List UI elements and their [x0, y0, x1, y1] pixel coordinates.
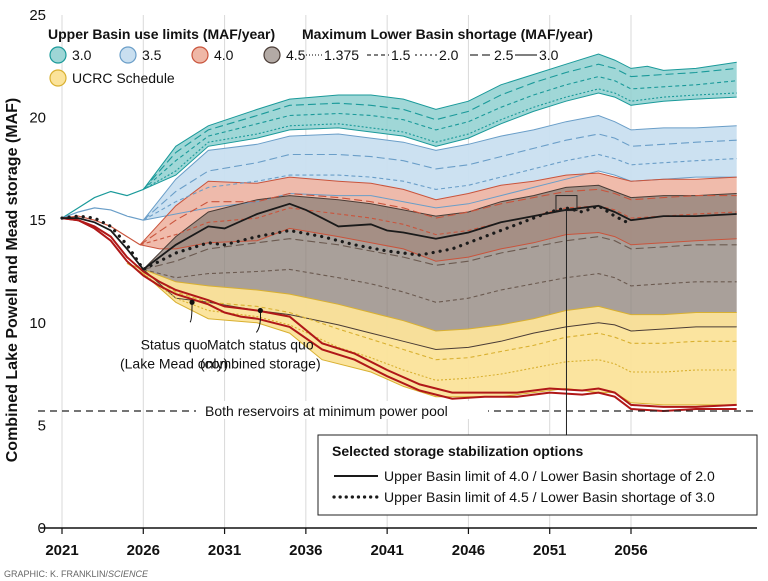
y-tick-label-5: 5 [38, 417, 46, 434]
shortage-dashed-lines [139, 63, 737, 381]
y-tick-label-25: 25 [29, 7, 46, 24]
status-quo-lines [61, 217, 737, 413]
credit-outlet: SCIENCE [108, 569, 149, 579]
band-lower-edge [143, 92, 737, 190]
dashed-line-9 [143, 271, 737, 361]
dashed-line-1 [142, 76, 737, 190]
x-tick-label-2041: 2041 [370, 542, 403, 559]
y-tick-label-15: 15 [29, 212, 46, 229]
x-tick-label-2031: 2031 [208, 542, 241, 559]
band-3-0 [143, 54, 737, 190]
y-tick-label-0: 0 [38, 520, 46, 537]
credit: GRAPHIC: K. FRANKLIN/SCIENCE [4, 569, 149, 579]
legend-lb-title: Maximum Lower Basin shortage (MAF/year) [302, 26, 593, 42]
dashed-line-7 [143, 268, 737, 303]
legend-lb-label-2: 2.0 [439, 47, 459, 63]
early-line-1 [61, 207, 144, 221]
legend-ub-swatch-4.5 [263, 46, 281, 64]
dashed-line-10 [142, 273, 737, 381]
y-tick-label-10: 10 [29, 315, 46, 332]
band-upper-edge [139, 172, 737, 246]
band-lower-edge [139, 227, 737, 262]
legend-ucrc-label: UCRC Schedule [72, 70, 175, 86]
status-quo-label-line2: (Lake Mead only) [120, 355, 228, 371]
legend-ub-label-4.5: 4.5 [286, 47, 306, 63]
legend-ub-swatch-3.5 [119, 46, 137, 64]
band-upper-edge [126, 262, 737, 332]
dashed-line-6 [139, 188, 737, 246]
annotations: Status quo (Lake Mead only) Match status q… [120, 195, 578, 435]
legend-lb-label-4: 3.0 [539, 47, 559, 63]
band-upper-edge [142, 114, 737, 221]
axes: 2021 2026 2031 2036 2041 2046 2051 2056 0 5 10 15 20… [29, 7, 757, 559]
x-tick-label-2026: 2026 [127, 542, 160, 559]
legend-lb-label-3: 2.5 [494, 47, 514, 63]
band-lower-edge [126, 262, 737, 406]
legend-lb-label-0: 1.375 [324, 47, 359, 63]
legend-lower-basin: Maximum Lower Basin shortage (MAF/year) … [300, 26, 593, 63]
dashed-line-0 [143, 88, 737, 190]
min-power-pool-label: Both reservoirs at minimum power pool [205, 403, 448, 419]
dashed-line-8 [143, 236, 737, 270]
match-status-quo-leader [255, 310, 261, 333]
dashed-line-5 [139, 205, 737, 246]
selected-option-lines: Both reservoirs at minimum power pool [38, 202, 757, 420]
min-power-pool-label-bg [196, 401, 488, 420]
selected-dotted-label: Upper Basin limit of 4.5 / Lower Basin s… [384, 489, 715, 505]
x-tick-label-2046: 2046 [452, 542, 485, 559]
x-tick-label-2021: 2021 [45, 542, 78, 559]
dashed-line-3 [143, 153, 737, 221]
legend-ub-label-3.0: 3.0 [72, 47, 92, 63]
early-trajectory-lines [61, 188, 144, 246]
legend-lb-label-1: 1.5 [391, 47, 411, 63]
x-tick-label-2056: 2056 [614, 542, 647, 559]
early-line-0 [61, 188, 144, 219]
selected-dotted-line [60, 204, 633, 272]
band-upper-edge [142, 184, 737, 270]
status-quo-line [61, 217, 737, 413]
selected-options-box: Selected storage stabilization options U… [317, 434, 758, 516]
band-upper-edge [142, 53, 737, 190]
credit-prefix: GRAPHIC: K. FRANKLIN/ [4, 569, 109, 579]
legend-ub-label-3.5: 3.5 [142, 47, 162, 63]
legend-ucrc-swatch [49, 69, 67, 87]
match-label-line1: Match status quo [207, 336, 314, 352]
selected-solid-label: Upper Basin limit of 4.0 / Lower Basin s… [384, 468, 715, 484]
band-ucrc-schedule [127, 263, 737, 405]
legend-ub-swatch-3.0 [49, 46, 67, 64]
y-tick-label-20: 20 [29, 110, 46, 127]
selected-box-frame [317, 434, 758, 516]
selected-box-title: Selected storage stabilization options [332, 443, 583, 459]
status-quo-label-line1: Status quo [141, 336, 208, 352]
y-axis-label: Combined Lake Powell and Mead storage (M… [4, 98, 21, 463]
legend-ub-label-4.0: 4.0 [214, 47, 234, 63]
status-quo-leader [189, 302, 193, 323]
dashed-line-2 [142, 63, 737, 190]
match-status-quo-line [61, 217, 737, 408]
x-tick-label-2036: 2036 [289, 542, 322, 559]
x-tick-label-2051: 2051 [533, 542, 566, 559]
legend-ub-swatch-4.0 [191, 46, 209, 64]
legend-ub-title: Upper Basin use limits (MAF/year) [48, 26, 275, 42]
legend-upper-basin: Upper Basin use limits (MAF/year) 3.0 3.5… [48, 26, 306, 87]
match-label-line2: (combined storage) [200, 355, 321, 371]
